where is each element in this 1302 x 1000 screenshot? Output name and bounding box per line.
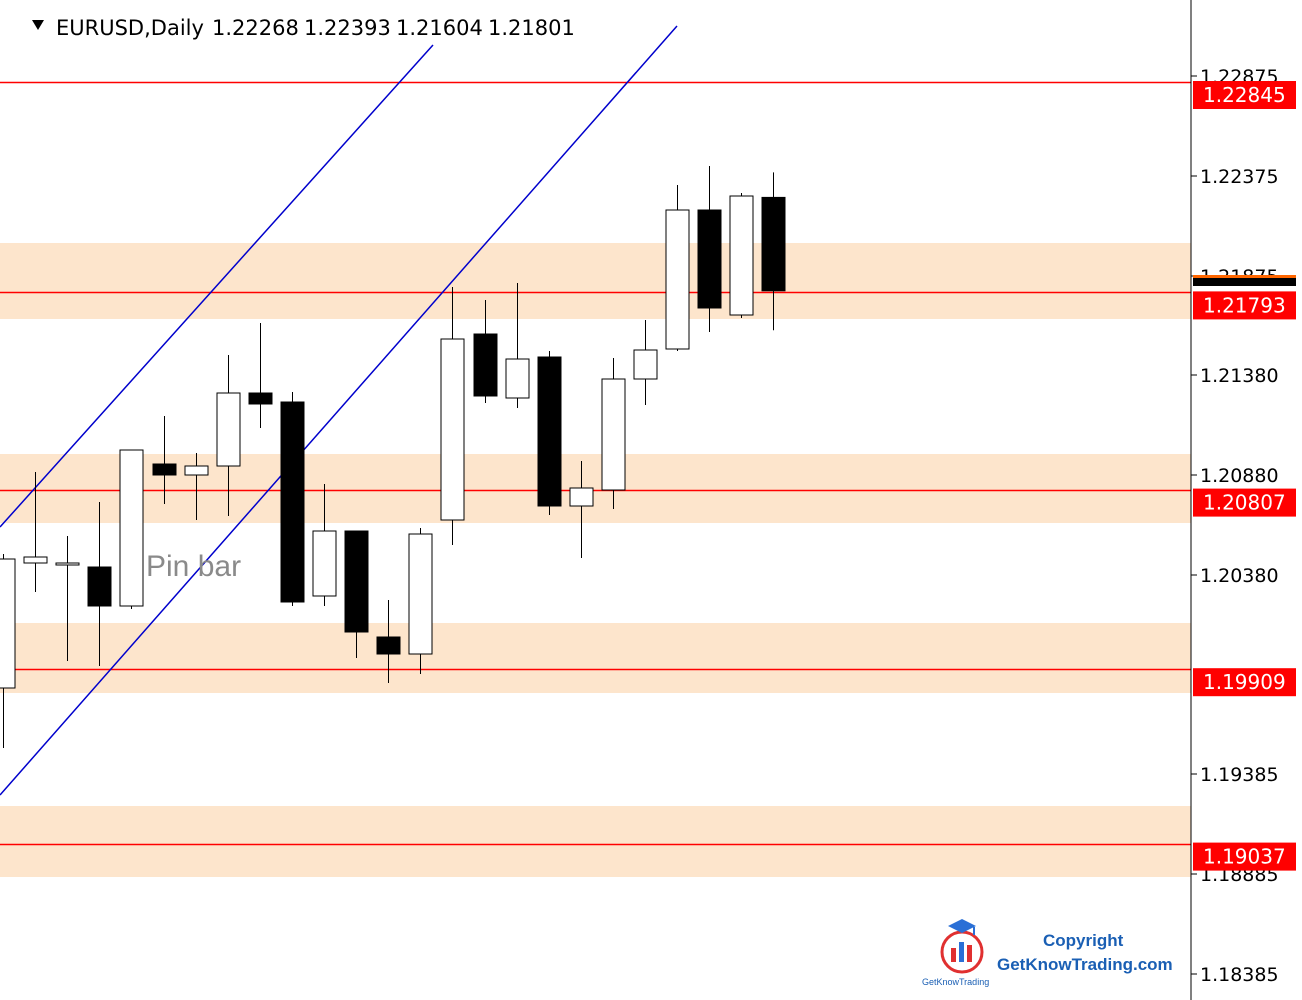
level-badge-4: 1.19037 [1193,842,1296,871]
candle-18[interactable] [569,461,594,558]
channel-line-0[interactable] [0,25,678,796]
watermark-copyright: Copyright [1043,931,1124,950]
level-badge-2: 1.20807 [1193,488,1296,517]
level-badge-label: 1.19037 [1203,845,1286,869]
ohlc-open: 1.22268 [212,16,299,40]
candle-body [119,449,144,607]
level-badge-label: 1.20807 [1203,491,1286,515]
ohlc-low: 1.21604 [396,16,483,40]
candle-body [633,349,658,380]
watermark-logo-icon [940,919,984,974]
candle-19[interactable] [601,358,626,509]
y-tick-label: 1.20880 [1200,465,1279,487]
level-badge-1: 1.21793 [1193,291,1296,320]
chart-title: EURUSD,Daily [56,16,204,40]
candle-body [152,463,177,476]
level-badge-3: 1.19909 [1193,668,1296,697]
candle-7[interactable] [216,355,241,516]
candle-1[interactable] [23,472,48,592]
ohlc-high: 1.22393 [304,16,391,40]
candle-body [0,558,16,689]
zone-2 [0,623,1191,693]
level-badge-0: 1.22845 [1193,81,1296,109]
candle-10[interactable] [312,484,337,606]
candle-11[interactable] [344,530,369,658]
candle-body [184,465,209,476]
dropdown-triangle-icon[interactable] [32,20,44,30]
candle-body [505,358,530,399]
candle-body [537,356,562,507]
candle-body [569,487,594,507]
candle-12[interactable] [376,600,401,683]
candle-body [761,196,786,292]
levels-layer [0,81,1191,846]
candle-24[interactable] [761,172,786,331]
level-badge-bg [1193,291,1296,320]
level-badge-bg [1193,488,1296,517]
candle-body [280,401,305,603]
candle-body [729,195,754,316]
level-badge-bg [1193,842,1296,871]
candle-body [248,392,273,405]
candle-3[interactable] [87,502,112,666]
zones-layer [0,243,1191,877]
candle-body [23,556,48,564]
candle-17[interactable] [537,351,562,515]
candle-14[interactable] [440,287,465,545]
candle-body [344,530,369,633]
ohlc-close: 1.21801 [488,16,575,40]
candle-4[interactable] [119,449,144,609]
candle-body [665,209,690,350]
pin-bar-annotation: Pin bar [146,550,241,583]
candle-body [312,530,337,597]
candle-13[interactable] [408,528,433,674]
candle-21[interactable] [665,185,690,351]
candle-body [697,209,722,309]
level-badge-label: 1.21793 [1203,293,1286,317]
candle-body [473,333,498,397]
watermark: GetKnowTrading Copyright GetKnowTrading.… [922,919,1173,987]
candle-22[interactable] [697,166,722,332]
level-badges: 1.22845 1.21793 1.20807 1.19909 1.19037 [1193,81,1296,871]
y-tick-label: 1.21380 [1200,365,1279,387]
candle-6[interactable] [184,453,209,520]
y-tick-label: 1.22375 [1200,166,1279,188]
zone-3 [0,806,1191,877]
level-badge-label: 1.19909 [1203,670,1286,694]
candle-body [408,533,433,655]
candle-9[interactable] [280,392,305,606]
level-badge-label: 1.22845 [1203,83,1286,107]
candle-20[interactable] [633,320,658,405]
zone-1 [0,454,1191,523]
channel-line-1[interactable] [0,44,434,528]
candle-body [376,636,401,655]
current-price-tag [1193,278,1296,286]
candle-8[interactable] [248,323,273,428]
candle-2[interactable] [55,536,80,661]
y-tick-label: 1.19385 [1200,764,1279,786]
candle-15[interactable] [473,300,498,403]
current-price-marker [1193,275,1296,278]
candle-body [440,338,465,521]
candles-layer [0,166,786,748]
candle-23[interactable] [729,193,754,318]
y-tick-label: 1.18385 [1200,964,1279,986]
candle-body [87,566,112,607]
level-badge-bg [1193,81,1296,109]
candle-body [601,378,626,491]
candle-16[interactable] [505,283,530,408]
zone-0 [0,243,1191,319]
candle-body [216,392,241,467]
watermark-site: GetKnowTrading.com [997,955,1173,974]
chart-header: EURUSD,Daily 1.22268 1.22393 1.21604 1.2… [32,16,575,40]
candle-0[interactable] [0,554,16,748]
watermark-small-text: GetKnowTrading [922,977,989,987]
y-tick-label: 1.20380 [1200,565,1279,587]
candle-5[interactable] [152,416,177,504]
channel-layer [0,25,678,796]
candle-body [55,562,80,566]
level-badge-bg [1193,668,1296,697]
